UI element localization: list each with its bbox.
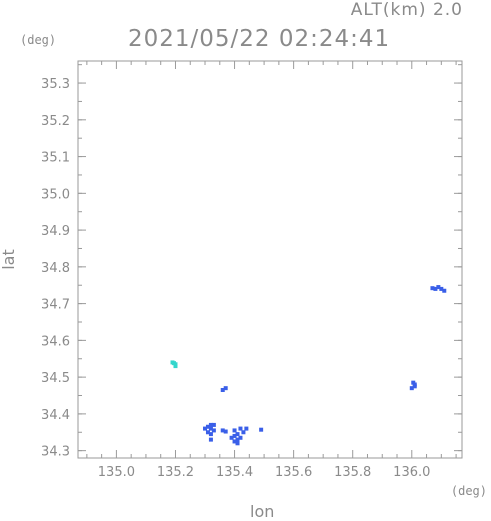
data-point	[412, 384, 417, 389]
y-tick-label: 34.5	[41, 371, 70, 386]
data-point	[238, 426, 243, 431]
altitude-label: ALT(km) 2.0	[350, 0, 463, 20]
data-point	[232, 439, 237, 444]
x-axis-label: lon	[250, 502, 275, 521]
data-point	[229, 435, 234, 440]
data-point	[211, 428, 216, 433]
data-point	[259, 427, 264, 432]
x-tick-label: 136.0	[393, 465, 430, 480]
data-point	[232, 428, 237, 433]
data-point	[223, 429, 228, 434]
y-tick-label: 34.3	[41, 445, 70, 460]
data-point	[208, 422, 213, 427]
data-point	[220, 428, 225, 433]
x-axis-unit: (deg)	[450, 484, 487, 498]
y-tick-label: 34.7	[41, 298, 70, 313]
data-point	[238, 435, 243, 440]
data-point	[172, 361, 176, 366]
data-point	[205, 424, 210, 429]
data-point	[430, 286, 435, 291]
data-point	[235, 437, 240, 442]
x-tick-label: 135.6	[275, 465, 312, 480]
data-point	[442, 288, 447, 293]
data-point	[241, 430, 246, 435]
data-point	[232, 433, 237, 438]
data-point	[205, 430, 210, 435]
y-tick-label: 34.6	[41, 334, 70, 349]
data-point	[235, 441, 240, 446]
data-point	[409, 386, 414, 391]
data-point	[211, 422, 216, 427]
timestamp-title: 2021/05/22 02:24:41	[128, 26, 391, 52]
data-point	[436, 285, 441, 290]
data-point	[433, 286, 438, 291]
data-point	[208, 432, 213, 437]
data-point	[244, 426, 249, 431]
data-point	[208, 437, 213, 442]
data-point	[173, 364, 178, 369]
plot-frame	[77, 60, 463, 459]
y-tick-label: 35.1	[41, 151, 70, 166]
x-tick-label: 135.2	[157, 465, 194, 480]
y-tick-label: 34.4	[41, 408, 70, 423]
data-point	[411, 380, 416, 385]
data-point	[220, 387, 225, 392]
y-tick-label: 35.3	[41, 77, 70, 92]
x-tick-label: 135.8	[334, 465, 371, 480]
data-point	[235, 432, 240, 437]
y-tick-label: 35.2	[41, 114, 70, 129]
x-tick-label: 135.0	[98, 465, 135, 480]
data-point	[203, 426, 208, 431]
x-tick-label: 135.4	[216, 465, 253, 480]
y-tick-label: 34.8	[41, 261, 70, 276]
data-point	[439, 286, 444, 291]
y-tick-label: 35.0	[41, 187, 70, 202]
data-point	[223, 386, 228, 391]
y-tick-label: 34.9	[41, 224, 70, 239]
y-axis-unit: (deg)	[20, 33, 57, 47]
data-point	[208, 426, 213, 431]
